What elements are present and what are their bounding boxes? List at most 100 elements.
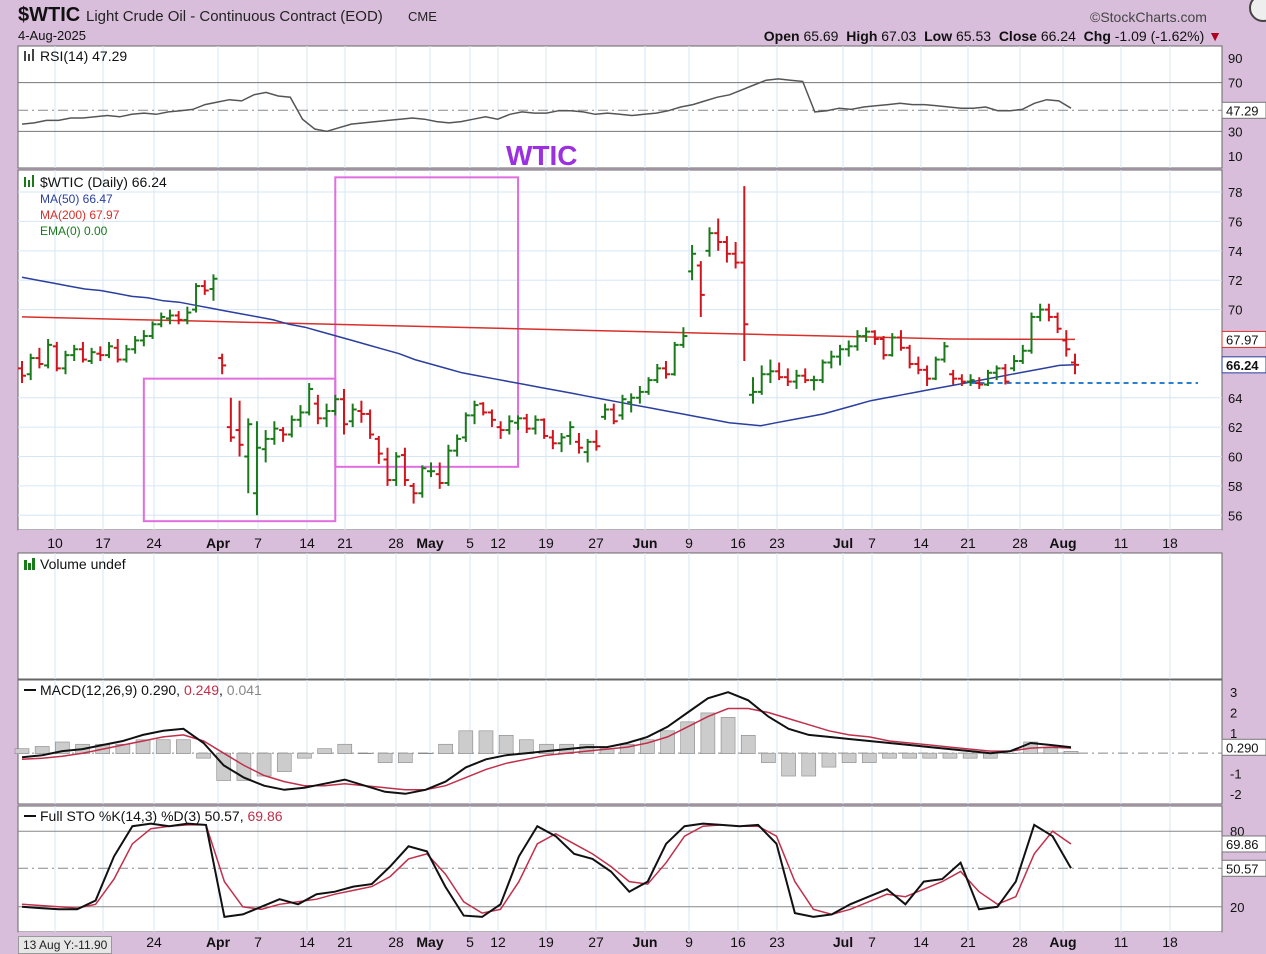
ohlc-bar: [287, 415, 296, 438]
ohlc-bar: [244, 418, 253, 494]
rsi-panel: [17, 45, 1223, 169]
macd-histogram-bar: [821, 752, 837, 768]
ohlc-bar: [339, 388, 348, 435]
ohlc-bar: [279, 427, 288, 442]
ohlc-bar: [18, 361, 26, 384]
ohlc-bar: [862, 327, 871, 342]
x-tick-label-bottom: Jun: [633, 934, 658, 950]
ohlc-bar: [427, 462, 436, 478]
ohlc-bar: [165, 309, 174, 325]
ohlc-bar: [400, 447, 409, 486]
ohlc-bar: [627, 393, 636, 413]
price-tag-box: [1221, 330, 1266, 348]
rsi-layer: [18, 78, 1222, 133]
macd-histogram-bar: [317, 748, 332, 754]
ohlc-bar: [940, 341, 949, 363]
x-tick-label-bottom: 21: [960, 934, 976, 950]
macd-histogram-bar: [216, 752, 232, 781]
macd-tick-label: 2: [1230, 706, 1237, 721]
macd-tick-label: -1: [1230, 767, 1242, 782]
x-tick-label-bottom: 5: [466, 934, 474, 950]
ohlc-bar: [853, 330, 862, 351]
x-tick-label-bottom: Jul: [833, 934, 853, 950]
ohlc-bar: [731, 242, 740, 269]
ohlc-bar: [818, 359, 827, 384]
x-tick-label: 28: [1012, 535, 1028, 551]
x-tick-label: 7: [254, 535, 262, 551]
ohlc-bar: [148, 321, 157, 339]
price-panel: [17, 169, 1223, 531]
ohlc-bar: [496, 421, 505, 439]
macd-histogram-bar: [34, 746, 50, 754]
x-tick-label: 19: [538, 535, 554, 551]
crosshair-readout: 13 Aug Y:-11.90: [18, 936, 113, 954]
x-tick-label: 18: [1162, 535, 1178, 551]
ohlc-bar: [383, 447, 392, 486]
macd-layer: [14, 691, 1222, 795]
price-tag: 66.24: [1221, 356, 1266, 374]
macd-histogram-bar: [539, 743, 554, 754]
ohlc-bar: [131, 336, 140, 354]
macd-title-sep: ,: [219, 682, 227, 698]
ohlc-bar: [305, 383, 314, 416]
ohlc-bar: [1053, 312, 1062, 334]
macd-histogram-bar: [922, 752, 938, 759]
ohlc-bar: [105, 341, 114, 359]
ohlc-bar: [557, 433, 566, 453]
rsi-legend-icon: [24, 49, 34, 61]
ohlc-bar: [540, 418, 549, 439]
price-tick-label: 72: [1228, 273, 1242, 288]
ohlc-bar: [670, 341, 679, 376]
x-tick-label-bottom: 19: [538, 934, 554, 950]
macd-histogram-bar: [276, 752, 292, 772]
rsi-tick-label: 10: [1228, 149, 1242, 164]
macd-histogram-bar: [14, 748, 30, 754]
ohlc-bar: [26, 353, 35, 381]
ohlc-bar: [409, 482, 418, 504]
macd-histogram-bar: [155, 739, 171, 754]
macd-panel: [17, 679, 1223, 805]
ohlc-bar: [722, 236, 731, 263]
macd-histogram-bar: [397, 752, 413, 763]
scroll-handle-icon[interactable]: [1249, 0, 1266, 22]
x-tick-label: 28: [388, 535, 404, 551]
ohlc-bar: [896, 330, 905, 351]
macd-histogram-bar: [297, 752, 312, 759]
ohlc-bar: [61, 350, 70, 375]
description: Light Crude Oil - Continuous Contract (E…: [86, 8, 383, 25]
ohlc-bar: [1027, 312, 1036, 354]
x-tick-label: 27: [588, 535, 604, 551]
sto-tag-box: [1221, 835, 1266, 853]
x-tick-label-bottom: 28: [1012, 934, 1028, 950]
macd-histogram-bar: [761, 752, 776, 763]
macd-histogram-bar: [1003, 752, 1018, 754]
ohlc-bar: [966, 374, 975, 386]
price-legend-1: MA(50) 66.47: [40, 192, 113, 206]
macd-tag-text: 0.290: [1226, 740, 1259, 755]
x-tick-label: 24: [146, 535, 162, 551]
rsi-tick-label: 30: [1228, 124, 1242, 139]
macd-tag-box: [1221, 738, 1266, 756]
sto-tag-text: 50.57: [1226, 861, 1259, 876]
ohlc-bar: [740, 186, 749, 362]
price-tick-label: 76: [1228, 214, 1242, 229]
price-tag: 67.97: [1221, 330, 1266, 348]
ohlc-bar: [644, 377, 653, 395]
ohlc-bar: [435, 462, 444, 489]
ohlc-bar: [653, 363, 662, 384]
price-legend-3: EMA(0) 0.00: [40, 224, 108, 238]
ohlc-bar: [235, 400, 244, 457]
macd-line: [21, 691, 1072, 795]
ohlc-bar: [1018, 344, 1027, 364]
ohlc-bar: [827, 350, 836, 369]
ohlc-bar: [566, 421, 575, 445]
price-tick-label: 70: [1228, 303, 1242, 318]
x-tick-label-bottom: 16: [730, 934, 746, 950]
volume-legend-icon: [24, 558, 35, 570]
x-tick-label: 7: [868, 535, 876, 551]
x-tick-label: 5: [466, 535, 474, 551]
x-tick-label-bottom: May: [416, 934, 443, 950]
ohlc-bar: [531, 415, 540, 435]
ohlc-bar: [635, 386, 644, 404]
